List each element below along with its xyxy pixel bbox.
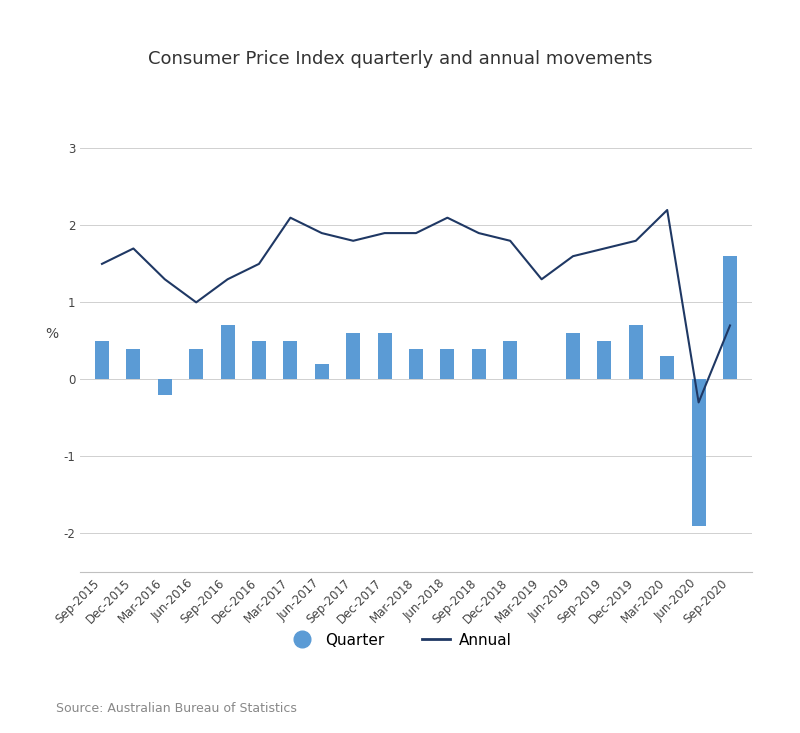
Bar [503, 341, 518, 380]
Y-axis label: %: % [46, 327, 58, 341]
Bar [472, 349, 486, 380]
Bar [566, 334, 580, 380]
Bar [409, 349, 423, 380]
Bar [440, 349, 454, 380]
Bar [95, 341, 109, 380]
Bar [221, 325, 234, 380]
Bar [126, 349, 141, 380]
Bar [189, 349, 203, 380]
Bar [598, 341, 611, 380]
Text: Source: Australian Bureau of Statistics: Source: Australian Bureau of Statistics [56, 701, 297, 715]
Bar [158, 380, 172, 394]
Bar [691, 380, 706, 526]
Bar [629, 325, 643, 380]
Bar [252, 341, 266, 380]
Bar [660, 356, 674, 380]
Text: Consumer Price Index quarterly and annual movements: Consumer Price Index quarterly and annua… [148, 50, 652, 67]
Bar [723, 257, 737, 380]
Bar [346, 334, 360, 380]
Bar [314, 364, 329, 380]
Bar [283, 341, 298, 380]
Bar [378, 334, 392, 380]
Legend: Quarter, Annual: Quarter, Annual [281, 625, 519, 656]
